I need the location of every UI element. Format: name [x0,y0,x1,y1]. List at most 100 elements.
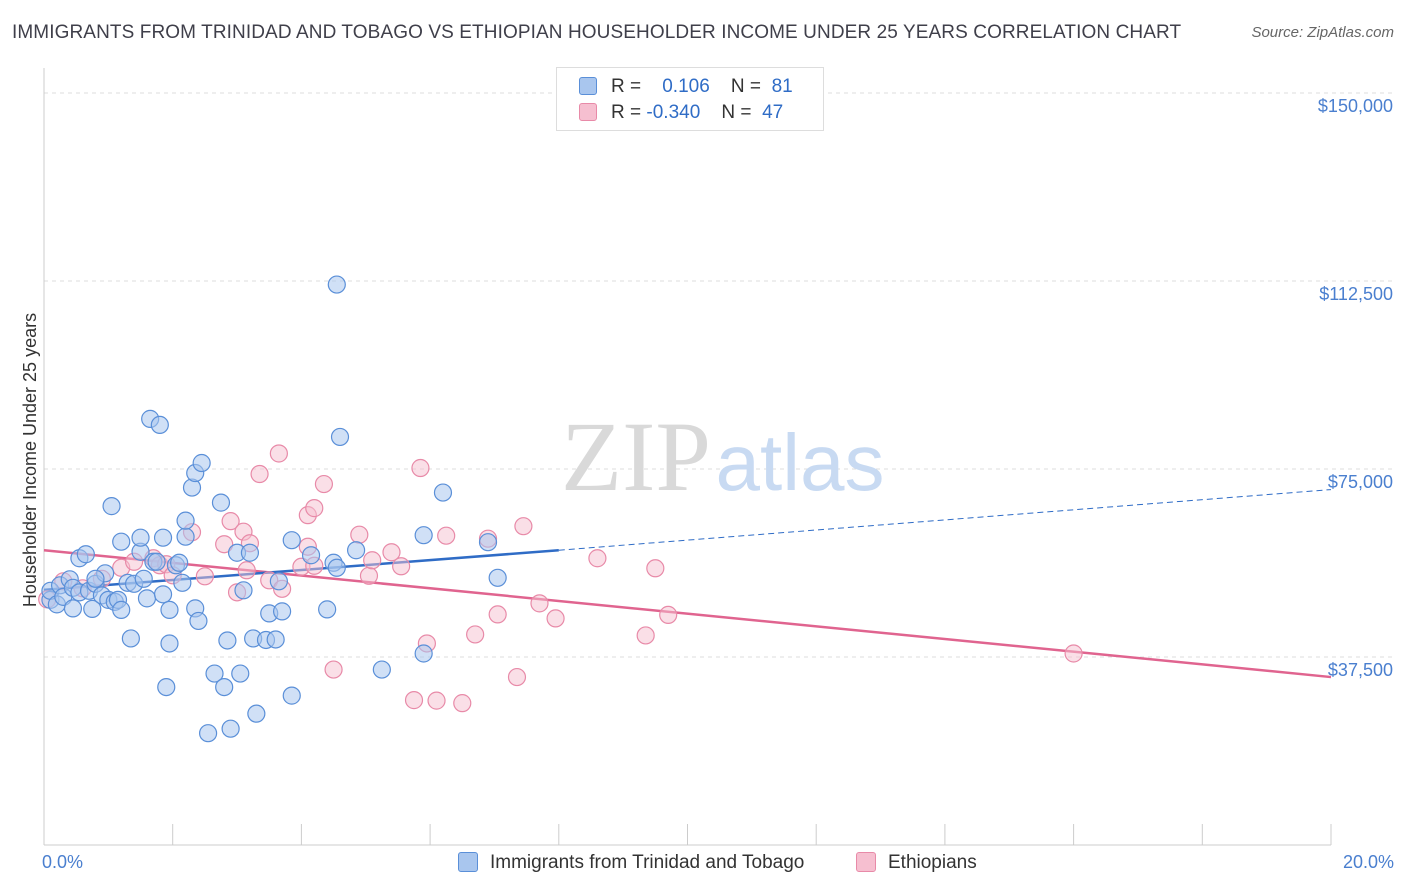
ethiopians-point [359,566,379,585]
trinidad-point [218,631,237,650]
trinidad-point [282,531,301,550]
legend-row-trinidad: R = 0.106 N = 81 [579,76,793,100]
ethiopians-point [646,559,665,578]
ethiopians-point [382,543,401,562]
ethiopians-point [392,557,411,576]
legend-n-label: N = [730,76,762,97]
ethiopians-point [588,549,607,568]
legend-r-label: R = [611,76,642,97]
ethiopians-point [350,525,369,544]
trinidad-point [269,572,288,591]
trinidad-point [266,630,285,649]
trinidad-point [112,600,131,619]
trinidad-point [198,724,218,743]
ethiopians-point [437,526,456,545]
chart-title: IMMIGRANTS FROM TRINIDAD AND TOBAGO VS E… [12,22,1182,43]
y-tick-label: $37,500 [1328,660,1393,680]
ethiopians-point [411,458,430,478]
ethiopians-point [363,551,382,570]
trinidad-point [137,589,157,608]
trinidad-point [478,533,498,552]
data-points [38,275,1083,743]
ethiopians-point [514,517,533,536]
legend-swatch-pink [579,103,597,121]
source-label: Source: ZipAtlas.com [1251,24,1394,41]
ethiopians-point [215,535,234,554]
trinidad-point [121,629,140,648]
trinidad-point [330,427,350,447]
trinidad-point [153,585,173,604]
trinidad-point [231,664,250,683]
ethiopians-point [1064,644,1083,663]
trinidad-point [170,553,189,572]
series-label-ethiopians: Ethiopians [888,852,977,873]
ethiopians-point [305,499,324,518]
trinidad-point [215,677,234,697]
trinidad-point [272,602,292,621]
legend-n-value: 47 [762,102,784,123]
series-legend-ethiopians: Ethiopians [856,852,977,874]
ethiopians-point [530,594,549,613]
ethiopians-point [221,512,240,531]
series-legend: Immigrants from Trinidad and Tobago Ethi… [0,852,1406,878]
trinidad-point [76,545,95,564]
ethiopians-point [269,444,288,463]
trinidad-point [247,704,266,723]
ethiopians-point [507,667,527,687]
trinidad-point [134,569,153,588]
trinidad-point [150,415,169,435]
trinidad-point [414,526,433,545]
trinidad-point [160,600,179,619]
watermark: ZIP atlas [561,401,884,512]
trinidad-point [211,493,231,512]
trinidad-point [63,599,83,618]
y-tick-label: $112,500 [1319,284,1393,304]
trinidad-trend-extension [558,489,1332,551]
trinidad-point [301,546,321,565]
legend-n-label: N = [721,102,752,123]
legend-r-value: -0.340 [646,102,701,123]
trinidad-point [147,552,166,571]
ethiopians-point [404,691,424,710]
trinidad-point [160,634,179,653]
trinidad-point [346,541,366,560]
trinidad-point [86,569,105,588]
trinidad-point [327,275,346,294]
trinidad-point [372,660,391,679]
trinidad-point [153,528,173,547]
x-tick-max: 20.0% [1342,852,1394,872]
trinidad-point [173,573,192,592]
ethiopians-point [195,567,214,586]
watermark-atlas: atlas [716,418,885,507]
trinidad-point [83,599,102,618]
axes [43,68,1332,846]
trinidad-point [234,581,253,600]
ethiopians-point [324,660,343,679]
watermark-zip: ZIP [561,401,711,512]
trinidad-point [240,543,260,562]
ethiopians-point [546,609,565,628]
ethiopians-trend-line [43,548,1332,679]
ethiopians-point [237,561,256,580]
y-tick-label: $150,000 [1318,96,1393,116]
trinidad-point [414,644,433,663]
trinidad-point [102,497,121,516]
trinidad-point [176,527,195,546]
correlation-legend: R = 0.106 N = 81 R = -0.340 N = 47 [556,67,824,131]
ethiopians-point [250,464,269,484]
trinidad-point [157,677,176,697]
y-tick-labels: $37,500 $75,000 $112,500 $150,000 [1318,96,1393,680]
legend-swatch-blue [579,77,597,95]
ethiopians-point [488,605,507,624]
trinidad-point [282,686,301,705]
trinidad-point [112,532,131,551]
legend-n-value: 81 [771,76,793,97]
trinidad-point [318,600,337,619]
ethiopians-point [453,694,472,713]
trinidad-point [488,568,507,587]
ethiopians-point [314,474,334,494]
trinidad-point [205,664,224,683]
trinidad-point [327,558,346,577]
series-label-trinidad: Immigrants from Trinidad and Tobago [490,852,805,873]
